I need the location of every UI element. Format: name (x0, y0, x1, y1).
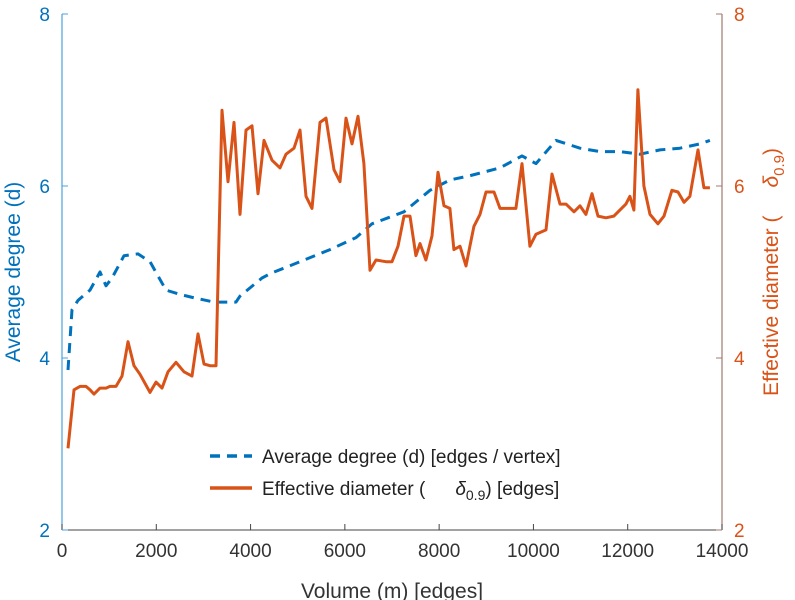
right-y-tick-label: 8 (734, 5, 745, 26)
average-degree-line (66, 138, 711, 371)
x-tick-label: 14000 (696, 541, 749, 562)
right-y-tick-label: 4 (734, 349, 745, 370)
left-y-tick-label: 2 (39, 521, 50, 542)
left-y-tick-label: 8 (39, 5, 50, 26)
right-y-tick-label: 6 (734, 177, 745, 198)
x-tick-label: 0 (57, 541, 68, 562)
x-tick-label: 12000 (601, 541, 654, 562)
right-y-tick-label: 2 (734, 521, 745, 542)
effective-diameter-line (66, 88, 710, 449)
legend-label-average-degree: Average degree (d) [edges / vertex] (262, 447, 561, 468)
legend: Average degree (d) [edges / vertex] Effe… (210, 447, 561, 503)
x-tick-label: 4000 (229, 541, 271, 562)
left-y-tick-label: 4 (39, 349, 50, 370)
x-axis-label: Volume (m) [edges] (301, 580, 483, 600)
right-y-axis-label: Effective diameter (δ0.9) (760, 148, 788, 396)
left-y-tick-label: 6 (39, 177, 50, 198)
x-tick-label: 8000 (418, 541, 460, 562)
legend-label-effective-diameter: Effective diameter (δ0.9) [edges] (262, 479, 559, 503)
x-tick-label: 10000 (507, 541, 560, 562)
left-y-axis-label: Average degree (d) (2, 182, 25, 363)
series-layer (66, 88, 711, 449)
x-tick-label: 2000 (135, 541, 177, 562)
x-tick-label: 6000 (324, 541, 366, 562)
